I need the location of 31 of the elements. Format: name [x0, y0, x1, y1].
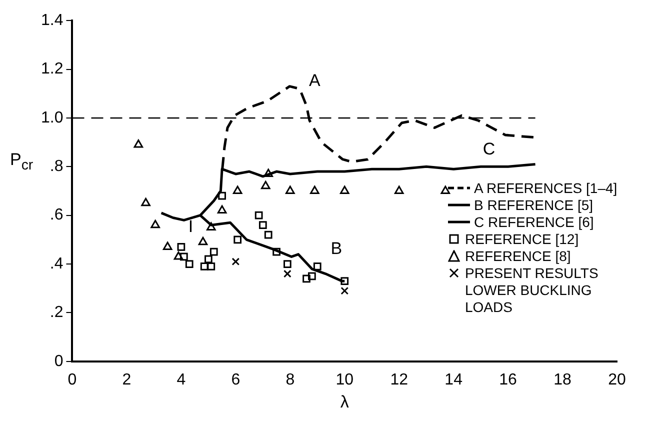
x-tick-label: 14 — [444, 371, 463, 388]
y-tick-label: .6 — [50, 206, 64, 224]
x-tick-label: 12 — [390, 371, 408, 388]
annotation: A — [308, 71, 321, 90]
y-tick-label: .2 — [50, 304, 64, 322]
x-tick-label: 4 — [176, 371, 186, 388]
x-tick-label: 8 — [286, 371, 295, 388]
x-axis-title: λ — [340, 392, 350, 412]
annotation: B — [330, 239, 342, 258]
legend-label: B REFERENCE [5] — [474, 197, 594, 214]
annotation: C — [482, 139, 496, 158]
x-tick-label: 0 — [68, 371, 77, 388]
y-axis-title: P$_{cr}$ — [10, 150, 34, 174]
legend-label: REFERENCE [12] — [465, 231, 579, 248]
x-tick-label: 10 — [336, 371, 354, 388]
y-tick-label: 1.4 — [40, 12, 64, 30]
legend-label: REFERENCE [8] — [465, 248, 571, 265]
x-tick-label: 6 — [231, 371, 240, 388]
y-tick-label: 1.2 — [40, 60, 64, 78]
legend-label: C REFERENCE [6] — [474, 214, 594, 231]
legend-label: A REFERENCES [1–4] — [474, 180, 618, 197]
x-tick-label: 2 — [122, 371, 132, 388]
x-tick-label: 18 — [554, 371, 572, 388]
y-tick-label: 1.0 — [40, 109, 64, 126]
x-tick-label: 20 — [608, 371, 626, 388]
x-tick-label: 16 — [499, 371, 518, 388]
annotation: I — [188, 217, 194, 236]
y-tick-label: 0 — [54, 352, 64, 370]
y-tick-label: .4 — [50, 255, 64, 272]
y-tick-label: .8 — [50, 158, 64, 176]
legend-label: PRESENT RESULTS LOWER BUCKLING LOADS — [465, 265, 600, 316]
